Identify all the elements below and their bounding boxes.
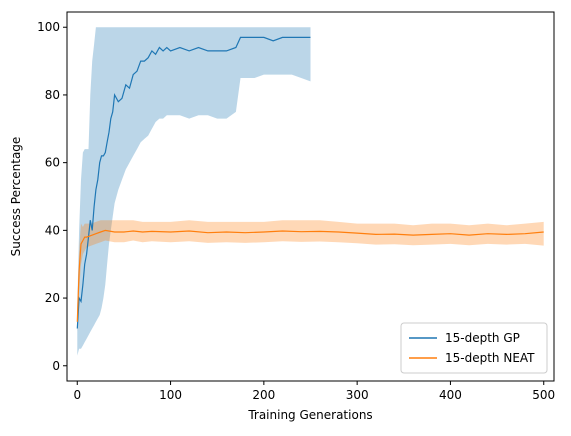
y-tick-label: 60 bbox=[45, 156, 60, 170]
x-axis-ticks: 0 100 200 300 400 500 bbox=[73, 381, 555, 402]
y-axis-label: Success Percentage bbox=[9, 137, 23, 257]
series-band-0 bbox=[77, 27, 311, 356]
y-axis-ticks: 0 20 40 60 80 100 bbox=[37, 20, 67, 373]
legend: 15-depth GP 15-depth NEAT bbox=[400, 322, 548, 374]
x-tick-label: 500 bbox=[532, 388, 555, 402]
x-tick-label: 200 bbox=[252, 388, 275, 402]
y-tick-label: 80 bbox=[45, 88, 60, 102]
axes-frame bbox=[66, 11, 555, 382]
legend-label-0: 15-depth GP bbox=[445, 331, 520, 345]
x-tick-label: 0 bbox=[73, 388, 81, 402]
series-line-1 bbox=[76, 229, 544, 322]
legend-box bbox=[400, 322, 548, 374]
y-tick-label: 20 bbox=[45, 291, 60, 305]
series-line-0 bbox=[76, 36, 311, 329]
series-lines bbox=[76, 36, 544, 329]
series-band-1 bbox=[77, 220, 544, 332]
x-tick-label: 300 bbox=[346, 388, 369, 402]
x-tick-label: 100 bbox=[159, 388, 182, 402]
y-tick-label: 0 bbox=[52, 359, 60, 373]
y-tick-label: 40 bbox=[45, 223, 60, 237]
legend-label-1: 15-depth NEAT bbox=[445, 351, 535, 365]
x-axis-label: Training Generations bbox=[247, 408, 372, 422]
confidence-bands bbox=[77, 27, 544, 356]
y-tick-label: 100 bbox=[37, 20, 60, 34]
x-tick-label: 400 bbox=[439, 388, 462, 402]
